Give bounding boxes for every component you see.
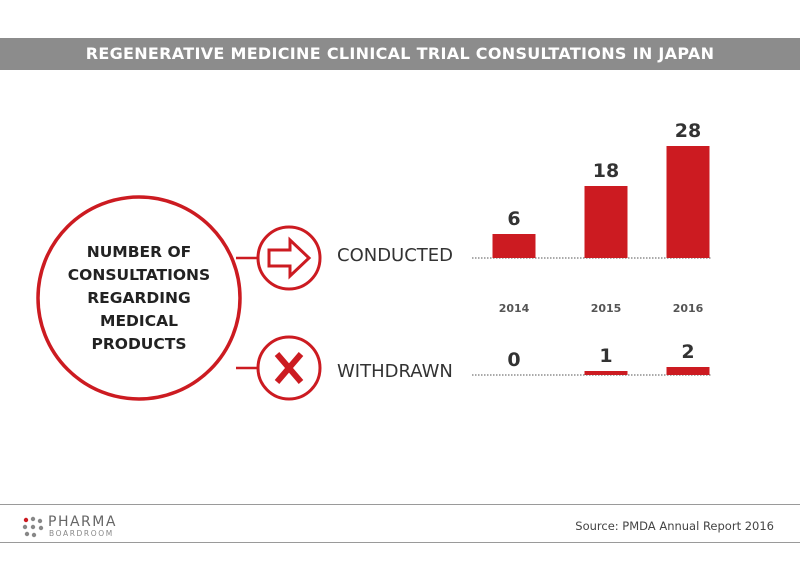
bars-group: 6 18 28 0 1 2 2014 2015 2016 [492, 120, 710, 375]
bar-conducted-2014 [492, 234, 536, 258]
logo-main-text: PHARMA [48, 514, 117, 530]
bar-withdrawn-2016 [666, 367, 710, 375]
series-label-withdrawn: WITHDRAWN [337, 361, 453, 382]
value-label-withdrawn-2016: 2 [681, 341, 694, 363]
year-tick-label: 2014 [499, 302, 530, 315]
chart-title: REGENERATIVE MEDICINE CLINICAL TRIAL CON… [85, 44, 715, 63]
logo-dots-icon [22, 516, 44, 538]
bar-withdrawn-2015 [584, 371, 628, 375]
series-label-conducted: CONDUCTED [337, 245, 453, 266]
year-tick-label: 2016 [673, 302, 704, 315]
footer-divider-top [0, 504, 800, 505]
right-arrow-icon [267, 236, 312, 280]
circle-label-line: CONSULTATIONS [68, 266, 210, 284]
consultations-circle [36, 195, 242, 401]
circle-label: NUMBER OF CONSULTATIONS REGARDING MEDICAL PR… [68, 243, 210, 353]
x-mark-icon [274, 352, 304, 384]
circle-label-line: MEDICAL [100, 312, 178, 330]
footer-divider-bottom [0, 542, 800, 543]
circle-label-line: REGARDING [87, 289, 191, 307]
bar-conducted-2016 [666, 146, 710, 258]
value-label-withdrawn-2014: 0 [507, 349, 520, 371]
source-note: Source: PMDA Annual Report 2016 [575, 519, 774, 533]
logo-sub-text: BOARDROOM [49, 529, 114, 538]
title-bar: REGENERATIVE MEDICINE CLINICAL TRIAL CON… [0, 38, 800, 70]
circle-label-line: NUMBER OF [87, 243, 191, 261]
value-label-withdrawn-2015: 1 [599, 345, 612, 367]
value-label-conducted-2014: 6 [507, 208, 520, 230]
pharma-boardroom-logo: PHARMA BOARDROOM [22, 514, 162, 539]
value-label-conducted-2015: 18 [593, 160, 619, 182]
value-label-conducted-2016: 28 [675, 120, 701, 142]
bar-conducted-2015 [584, 186, 628, 258]
circle-label-line: PRODUCTS [91, 335, 186, 353]
year-tick-label: 2015 [591, 302, 622, 315]
